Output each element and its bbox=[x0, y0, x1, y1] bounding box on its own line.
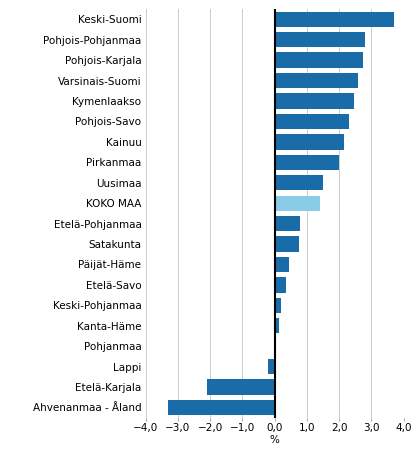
Bar bbox=[275, 94, 354, 109]
Bar bbox=[168, 400, 275, 415]
Bar bbox=[275, 32, 365, 47]
X-axis label: %: % bbox=[270, 434, 280, 444]
Bar bbox=[275, 175, 323, 190]
Bar bbox=[275, 237, 299, 252]
Bar bbox=[275, 277, 286, 292]
Bar bbox=[275, 196, 319, 211]
Bar bbox=[275, 257, 289, 272]
Bar bbox=[275, 216, 300, 231]
Bar bbox=[275, 155, 339, 170]
Bar bbox=[275, 114, 349, 129]
Bar bbox=[275, 298, 281, 313]
Bar bbox=[275, 134, 344, 149]
Bar bbox=[207, 380, 275, 395]
Bar bbox=[275, 12, 394, 27]
Bar bbox=[275, 318, 280, 333]
Bar bbox=[275, 73, 358, 88]
Bar bbox=[268, 359, 275, 374]
Bar bbox=[275, 53, 363, 68]
